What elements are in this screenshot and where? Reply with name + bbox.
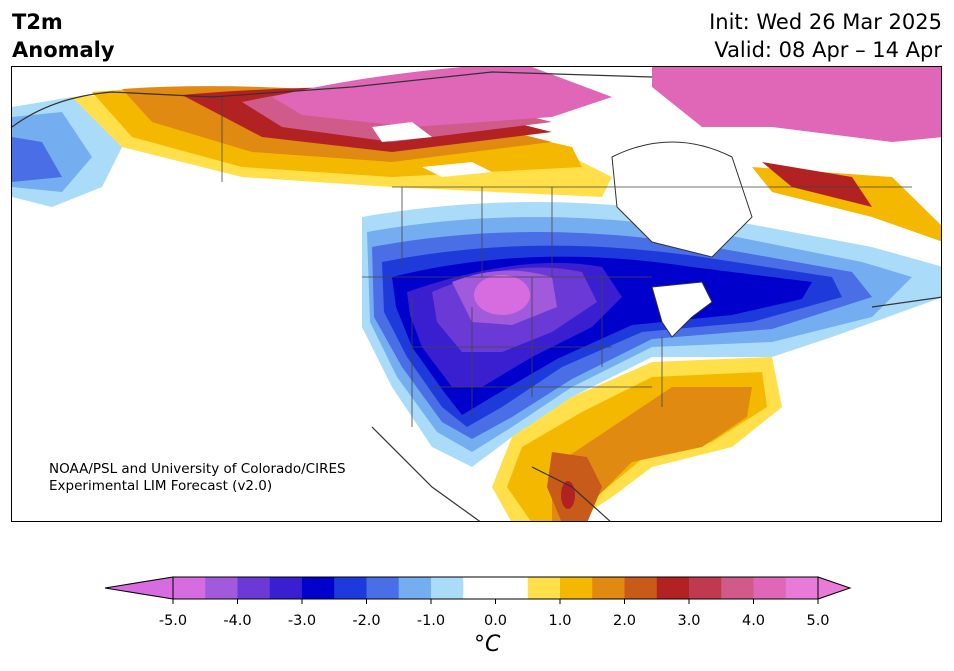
warm-band-6 xyxy=(272,67,612,127)
colorbar-cells xyxy=(172,576,819,600)
title-line-2: Anomaly xyxy=(12,38,115,62)
colorbar-ticks xyxy=(172,599,819,604)
valid-range: Valid: 08 Apr – 14 Apr xyxy=(714,38,942,62)
colorbar-cell xyxy=(560,577,593,599)
colorbar-cell xyxy=(753,577,787,599)
colorbar-cell xyxy=(721,577,754,599)
colorbar-tick-label: 3.0 xyxy=(677,613,701,629)
arctic-warm-east xyxy=(652,67,941,142)
great-lakes xyxy=(651,281,713,338)
colorbar-tick-label: 5.0 xyxy=(806,613,830,629)
alaska-cool-3 xyxy=(12,137,62,182)
colorbar-cell xyxy=(269,577,303,599)
colorbar-cell xyxy=(785,577,819,599)
mexico-warm-core xyxy=(561,481,575,509)
colorbar-cell xyxy=(205,577,238,599)
colorbar-tick-label: 0.0 xyxy=(483,613,508,629)
boundaries xyxy=(221,97,912,427)
colorbar-cell xyxy=(656,577,690,599)
colorbar-tick-label: -1.0 xyxy=(416,613,446,629)
coastlines xyxy=(12,71,941,521)
map-title: T2m Anomaly xyxy=(12,8,115,64)
colorbar-cell xyxy=(495,577,529,599)
colorbar-cell xyxy=(173,577,206,599)
colorbar-tick-label: -3.0 xyxy=(287,613,317,629)
colorbar-tick-label: -4.0 xyxy=(223,613,252,629)
colorbar-tick-label: -5.0 xyxy=(158,613,188,629)
colorbar-min-arrow xyxy=(104,576,174,600)
cold-core xyxy=(474,275,530,315)
colorbar-cell xyxy=(366,577,400,599)
colorbar-tick-label: -2.0 xyxy=(352,613,381,629)
great-bear-lake xyxy=(372,122,432,142)
anomaly-map xyxy=(11,66,942,522)
colorbar-cell xyxy=(624,577,658,599)
credit-line-1: NOAA/PSL and University of Colorado/CIRE… xyxy=(49,461,346,477)
south-warm-3 xyxy=(552,387,752,521)
colorbar-cell xyxy=(302,577,335,599)
title-line-1: T2m xyxy=(12,10,63,34)
great-slave-lake xyxy=(422,162,492,177)
colorbar-cell xyxy=(237,577,271,599)
colorbar-cell xyxy=(398,577,432,599)
mexico-warm xyxy=(547,452,602,521)
colorbar-cell xyxy=(431,577,464,599)
colorbar-cell xyxy=(527,577,561,599)
colorbar xyxy=(104,576,852,604)
hudson-bay xyxy=(611,141,753,258)
colorbar-tick-label: 1.0 xyxy=(548,613,572,629)
colorbar-cell xyxy=(592,577,625,599)
credit-text: NOAA/PSL and University of Colorado/CIRE… xyxy=(49,461,346,495)
credit-line-2: Experimental LIM Forecast (v2.0) xyxy=(49,478,273,494)
colorbar-max-arrow xyxy=(817,576,852,600)
colorbar-cell xyxy=(334,577,367,599)
colorbar-cell xyxy=(463,577,496,599)
unit-label: °C xyxy=(474,632,501,657)
colorbar-tick-label: 4.0 xyxy=(741,613,766,629)
colorbar-cell xyxy=(689,577,722,599)
labrador-warm-core xyxy=(762,162,872,207)
colorbar-tick-label: 2.0 xyxy=(612,613,637,629)
init-date: Init: Wed 26 Mar 2025 xyxy=(709,10,942,34)
forecast-dates: Init: Wed 26 Mar 2025 Valid: 08 Apr – 14… xyxy=(709,8,942,64)
map-svg xyxy=(12,67,941,521)
